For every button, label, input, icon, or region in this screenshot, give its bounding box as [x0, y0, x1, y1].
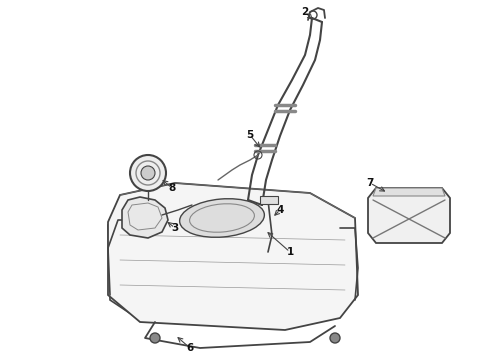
- Circle shape: [141, 166, 155, 180]
- Text: 4: 4: [276, 205, 284, 215]
- Ellipse shape: [180, 199, 265, 237]
- Text: 6: 6: [186, 343, 194, 353]
- Circle shape: [150, 333, 160, 343]
- Circle shape: [130, 155, 166, 191]
- Polygon shape: [108, 210, 165, 320]
- Text: 5: 5: [246, 130, 254, 140]
- Text: 8: 8: [169, 183, 175, 193]
- Polygon shape: [368, 188, 450, 243]
- Polygon shape: [122, 197, 168, 238]
- Text: 2: 2: [301, 7, 309, 17]
- Text: 7: 7: [367, 178, 374, 188]
- Text: 1: 1: [286, 247, 294, 257]
- Circle shape: [330, 333, 340, 343]
- Polygon shape: [130, 198, 350, 245]
- Polygon shape: [108, 183, 358, 330]
- Polygon shape: [260, 196, 278, 204]
- Polygon shape: [373, 188, 445, 196]
- Text: 3: 3: [172, 223, 179, 233]
